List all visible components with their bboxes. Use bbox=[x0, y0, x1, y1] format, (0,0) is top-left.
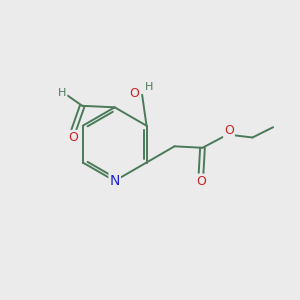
Text: N: N bbox=[110, 174, 120, 188]
Text: O: O bbox=[129, 87, 139, 100]
Text: H: H bbox=[144, 82, 153, 92]
Text: O: O bbox=[224, 124, 234, 137]
Text: O: O bbox=[196, 175, 206, 188]
Text: O: O bbox=[68, 131, 78, 144]
Text: H: H bbox=[58, 88, 66, 98]
